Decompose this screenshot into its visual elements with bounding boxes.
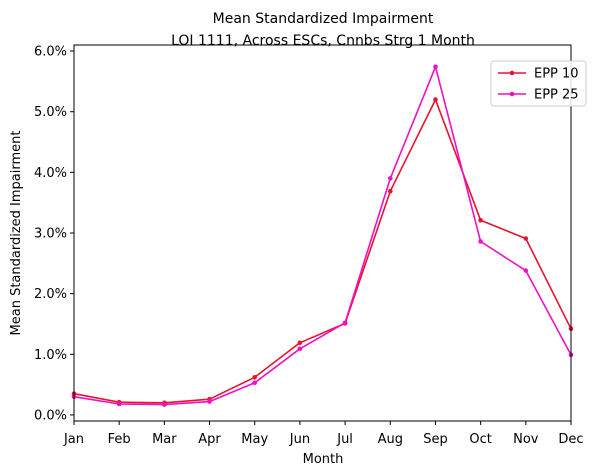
x-axis: Jan Feb Mar Apr May Jun Jul Aug Sep Oct Nov Dec	[63, 421, 584, 447]
data-point	[523, 236, 529, 241]
x-tick-label: Jan	[63, 432, 84, 447]
data-point	[116, 401, 122, 407]
legend-marker	[509, 70, 515, 76]
chart-title: Mean Standardized Impairment	[213, 11, 434, 27]
y-axis-label: Mean Standardized Impairment	[9, 131, 24, 336]
data-point	[252, 380, 257, 386]
plot-area	[71, 64, 574, 407]
y-tick-label: 6.0%	[34, 45, 67, 60]
data-point	[433, 64, 438, 70]
series-line-2	[73, 66, 572, 406]
legend-label: EPP 10	[534, 67, 579, 82]
x-tick-label: Nov	[513, 432, 539, 447]
x-tick-label: Jun	[289, 432, 310, 447]
x-tick-label: Sep	[423, 432, 448, 447]
chart-subtitle: LOI 1111, Across ESCs, Cnnbs Strg 1 Mont…	[171, 33, 475, 49]
x-axis-label: Month	[303, 452, 344, 467]
x-tick-label: Jul	[336, 432, 353, 447]
y-tick-label: 4.0%	[34, 166, 67, 181]
data-point	[388, 176, 393, 181]
x-tick-label: Oct	[469, 432, 491, 447]
data-point	[523, 268, 529, 273]
x-tick-label: Mar	[152, 432, 177, 447]
series-line-1	[73, 98, 572, 404]
data-point	[162, 402, 167, 407]
y-axis: 0.0% 1.0% 2.0% 3.0% 4.0% 5.0% 6.0%	[34, 45, 74, 423]
data-point	[297, 346, 303, 352]
data-point	[297, 340, 303, 346]
data-point	[388, 188, 393, 194]
x-tick-label: Feb	[108, 432, 131, 447]
y-tick-label: 1.0%	[34, 348, 67, 363]
x-tick-label: Apr	[198, 432, 221, 447]
x-tick-label: Dec	[558, 432, 583, 447]
y-tick-label: 5.0%	[34, 105, 67, 120]
data-point	[433, 97, 438, 102]
y-tick-label: 2.0%	[34, 287, 67, 302]
data-point	[342, 320, 348, 326]
data-point	[478, 239, 483, 244]
legend-label: EPP 25	[534, 88, 579, 103]
legend: EPP 10 EPP 25	[490, 60, 587, 107]
y-tick-label: 0.0%	[34, 408, 67, 423]
x-tick-label: May	[241, 432, 268, 447]
data-point	[478, 218, 483, 223]
legend-marker	[509, 91, 515, 97]
data-point	[252, 375, 257, 380]
y-tick-label: 3.0%	[34, 227, 67, 242]
x-tick-label: Aug	[378, 432, 403, 447]
data-point	[207, 399, 212, 404]
